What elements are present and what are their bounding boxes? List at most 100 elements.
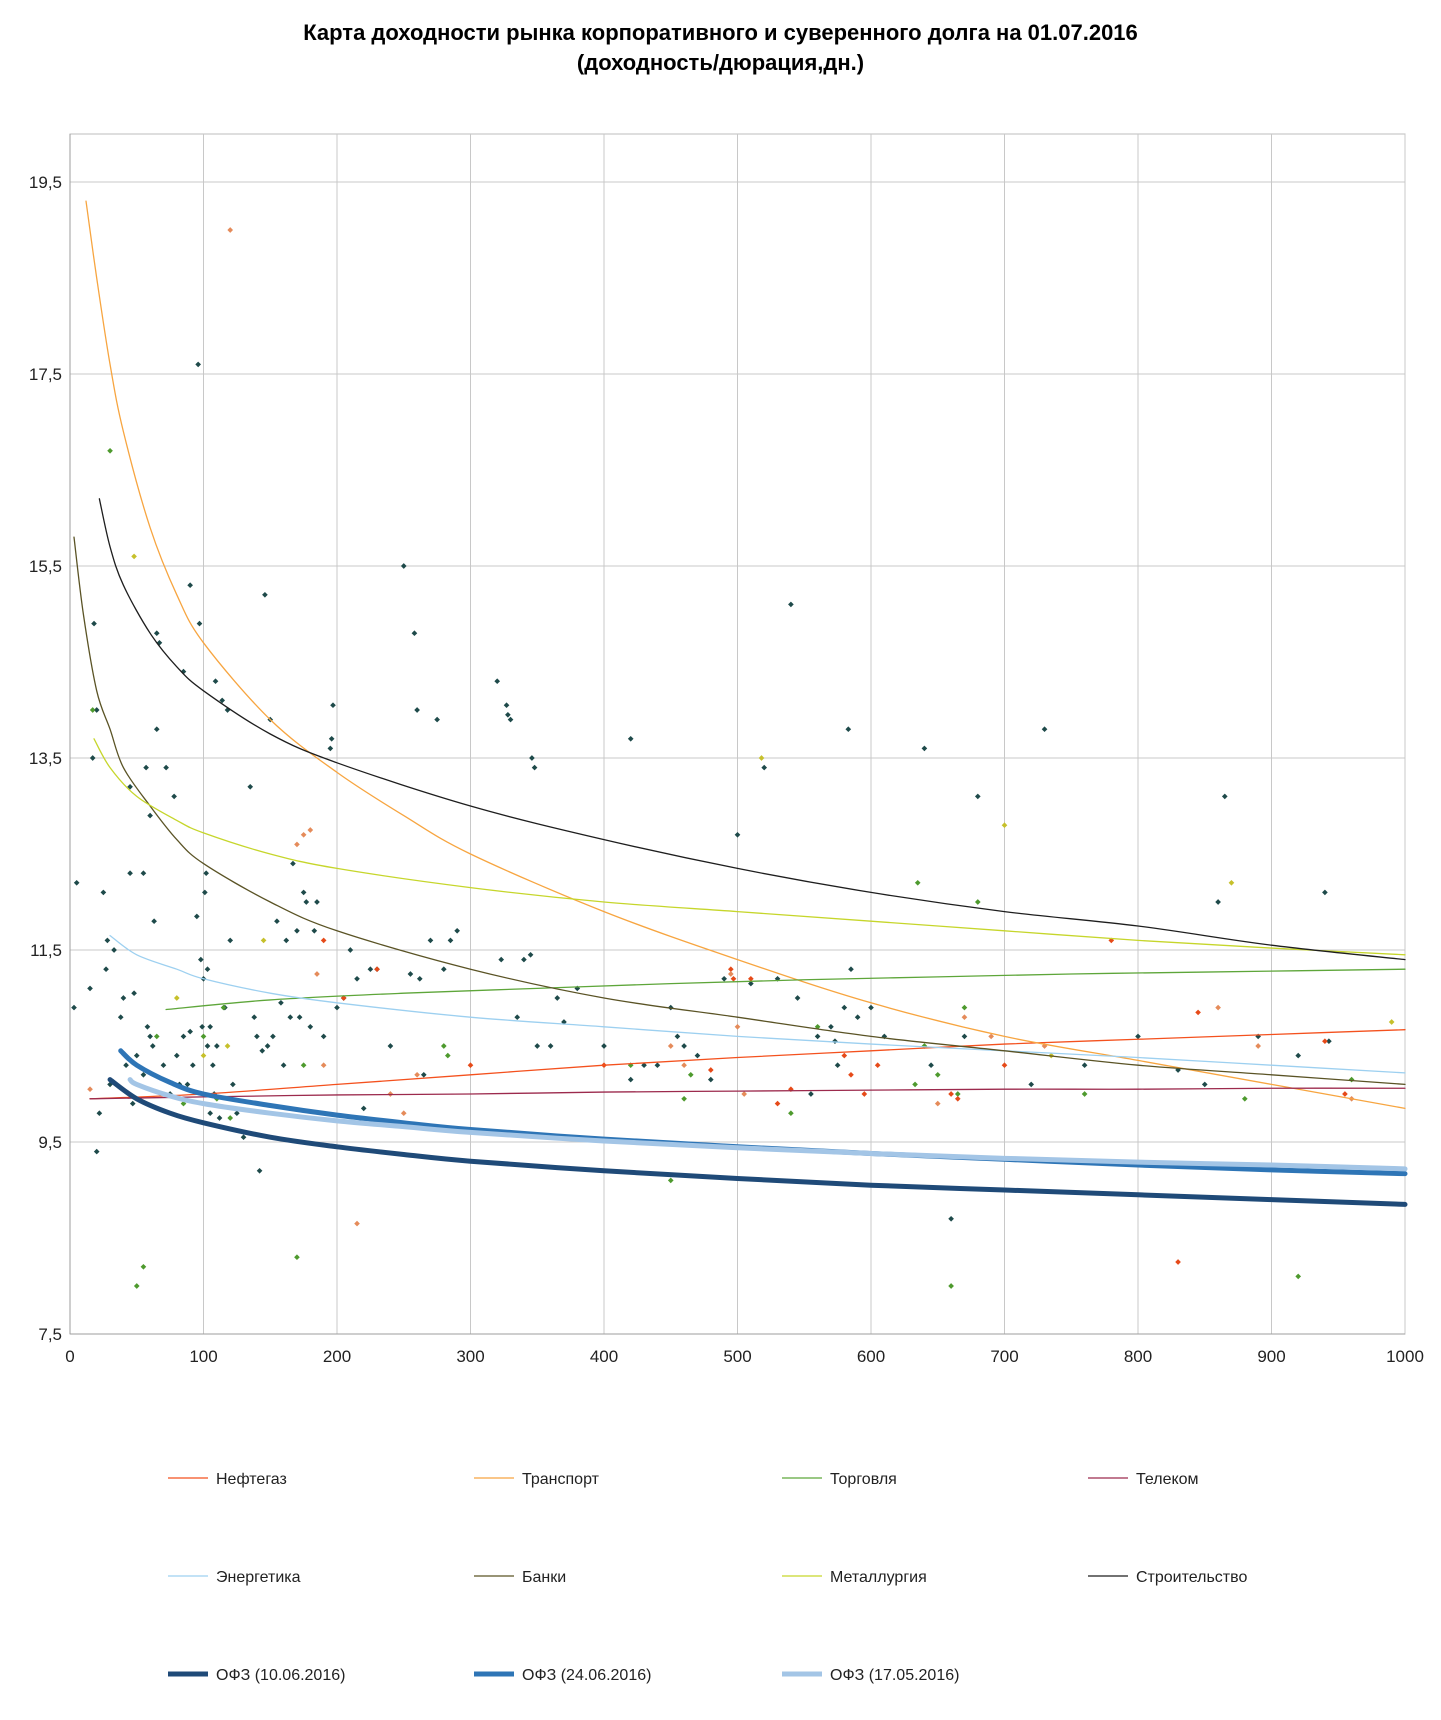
- scatter-point: [954, 1095, 961, 1102]
- scatter-point: [210, 1062, 216, 1069]
- scatter-point: [841, 1004, 848, 1011]
- scatter-point: [681, 1062, 687, 1069]
- scatter-point: [187, 582, 193, 589]
- scatter-point: [1041, 726, 1048, 733]
- scatter-point: [948, 1283, 954, 1289]
- scatter-point: [123, 1062, 129, 1069]
- legend-label-10: ОФЗ (24.06.2016): [522, 1667, 651, 1684]
- scatter-point: [416, 975, 423, 982]
- scatter-point: [788, 601, 794, 608]
- series-line-5: [109, 934, 1406, 1074]
- series-line-6: [73, 536, 1406, 1086]
- scatter-point: [107, 447, 113, 454]
- scatter-point: [300, 889, 307, 896]
- scatter-point: [227, 937, 234, 944]
- series-line-11: [127, 1077, 1408, 1172]
- scatter-point: [240, 1134, 247, 1141]
- legend-label-7: Металлургия: [830, 1569, 927, 1586]
- scatter-point: [196, 620, 203, 627]
- x-tick-label: 0: [65, 1347, 74, 1366]
- scatter-point: [1195, 1009, 1201, 1016]
- scatter-point: [334, 1004, 340, 1011]
- x-tick-label: 300: [456, 1347, 484, 1366]
- scatter-point: [758, 755, 765, 761]
- scatter-point: [554, 995, 561, 1001]
- scatter-point: [89, 707, 96, 713]
- scatter-point: [203, 870, 209, 877]
- scatter-point: [531, 764, 538, 771]
- scatter-point: [103, 966, 109, 973]
- scatter-point: [1255, 1043, 1261, 1049]
- scatter-point: [207, 1023, 214, 1030]
- scatter-point: [200, 1033, 207, 1040]
- scatter-point: [360, 1105, 367, 1112]
- x-tick-label: 500: [723, 1347, 751, 1366]
- x-tick-label: 100: [189, 1347, 217, 1366]
- scatter-point: [87, 985, 93, 992]
- scatter-point: [328, 735, 335, 742]
- scatter-point: [440, 966, 447, 973]
- scatter-point: [834, 1062, 841, 1069]
- scatter-point: [454, 927, 460, 934]
- scatter-point: [1342, 1091, 1348, 1097]
- series-line-1: [89, 1029, 1406, 1100]
- scatter-point: [214, 1043, 220, 1049]
- scatter-point: [1221, 793, 1228, 800]
- scatter-point: [278, 999, 284, 1006]
- scatter-point: [434, 716, 440, 723]
- scatter-point: [202, 889, 208, 896]
- scatter-point: [407, 971, 414, 977]
- scatter-point: [212, 678, 219, 685]
- scatter-point: [861, 1091, 868, 1097]
- series-line-4: [89, 1087, 1406, 1100]
- scatter-point: [140, 1071, 147, 1078]
- scatter-point: [307, 1023, 314, 1030]
- scatter-point: [527, 951, 534, 958]
- scatter-point: [687, 1071, 694, 1078]
- scatter-point: [220, 1004, 227, 1011]
- scatter-point: [127, 783, 133, 790]
- scatter-point: [1326, 1038, 1332, 1045]
- scatter-point: [153, 726, 160, 733]
- legend-label-9: ОФЗ (10.06.2016): [216, 1667, 345, 1684]
- scatter-point: [1081, 1062, 1088, 1069]
- scatter-point: [1201, 1081, 1208, 1088]
- scatter-point: [794, 995, 801, 1001]
- scatter-point: [961, 1004, 968, 1011]
- scatter-point: [514, 1014, 521, 1021]
- scatter-point: [912, 1081, 918, 1088]
- scatter-point: [507, 716, 514, 723]
- y-tick-label: 19,5: [29, 173, 62, 192]
- scatter-point: [204, 966, 211, 973]
- scatter-point: [251, 1014, 258, 1021]
- scatter-point: [216, 1115, 223, 1121]
- scatter-point: [227, 227, 234, 233]
- legend-label-1: Нефтегаз: [216, 1471, 287, 1488]
- scatter-point: [529, 755, 535, 761]
- scatter-point: [1322, 1038, 1328, 1045]
- scatter-point: [974, 899, 981, 905]
- scatter-point: [153, 1033, 160, 1040]
- x-tick-label: 800: [1124, 1347, 1152, 1366]
- scatter-point: [1135, 1033, 1141, 1040]
- scatter-point: [841, 1052, 848, 1059]
- series-line-7: [93, 738, 1406, 956]
- scatter-point: [948, 1215, 954, 1222]
- scatter-point: [287, 1014, 294, 1021]
- scatter-point: [928, 1062, 934, 1069]
- scatter-point: [294, 927, 300, 934]
- scatter-point: [320, 1033, 327, 1040]
- scatter-point: [440, 1043, 447, 1049]
- scatter-point: [547, 1043, 554, 1049]
- x-tick-label: 400: [590, 1347, 618, 1366]
- scatter-point: [868, 1004, 874, 1011]
- scatter-point: [71, 1004, 77, 1011]
- scatter-point: [283, 937, 290, 944]
- scatter-point: [848, 966, 854, 973]
- scatter-point: [147, 1033, 153, 1040]
- scatter-point: [444, 1052, 451, 1059]
- scatter-point: [814, 1033, 821, 1040]
- scatter-point: [303, 899, 310, 905]
- scatter-point: [808, 1091, 814, 1097]
- scatter-point: [845, 726, 852, 733]
